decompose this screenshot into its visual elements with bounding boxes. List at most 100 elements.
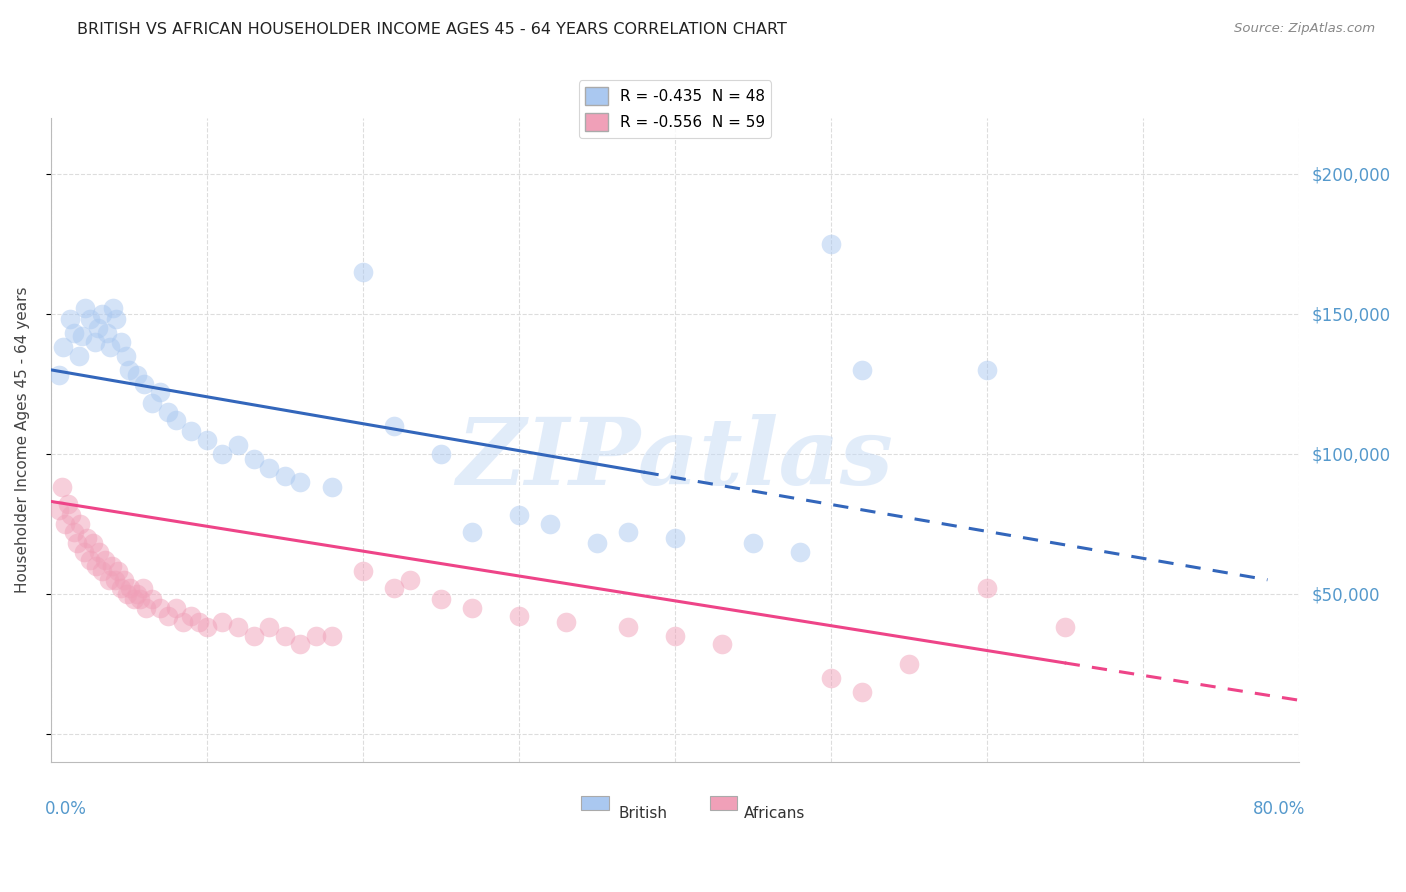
Point [53, 516, 76, 531]
Point [172, 615, 194, 629]
Point [63, 525, 86, 540]
Point [58, 312, 80, 326]
Point [120, 581, 142, 595]
Point [274, 469, 297, 483]
Point [125, 587, 148, 601]
Point [112, 573, 135, 587]
Legend: R = -0.435  N = 48, R = -0.556  N = 59: R = -0.435 N = 48, R = -0.556 N = 59 [578, 80, 770, 137]
Point [97, 573, 120, 587]
Point [664, 531, 686, 545]
Point [585, 536, 607, 550]
Point [976, 581, 998, 595]
Point [79, 553, 101, 567]
Text: BRITISH VS AFRICAN HOUSEHOLDER INCOME AGES 45 - 64 YEARS CORRELATION CHART: BRITISH VS AFRICAN HOUSEHOLDER INCOME AG… [77, 22, 787, 37]
Point [100, 558, 122, 573]
Point [820, 236, 842, 251]
Point [508, 508, 530, 523]
Text: British: British [619, 805, 668, 821]
Point [710, 637, 733, 651]
Point [617, 620, 640, 634]
Point [141, 396, 163, 410]
Point [132, 581, 155, 595]
Text: Source: ZipAtlas.com: Source: ZipAtlas.com [1234, 22, 1375, 36]
Point [538, 516, 561, 531]
Point [820, 671, 842, 685]
Text: ZIPatlas: ZIPatlas [457, 414, 893, 504]
Point [72, 545, 94, 559]
Point [382, 418, 405, 433]
FancyBboxPatch shape [581, 796, 609, 810]
Point [290, 637, 312, 651]
Point [82, 536, 104, 550]
Point [135, 600, 157, 615]
Point [110, 334, 132, 349]
Point [60, 508, 83, 523]
Point [91, 565, 114, 579]
Point [554, 615, 576, 629]
Point [52, 341, 75, 355]
Point [165, 600, 187, 615]
Point [352, 265, 374, 279]
Point [664, 629, 686, 643]
Point [83, 334, 105, 349]
Point [107, 565, 129, 579]
Point [114, 349, 136, 363]
Point [66, 536, 89, 550]
Point [110, 581, 132, 595]
Point [128, 592, 150, 607]
Point [134, 376, 156, 391]
Point [226, 438, 249, 452]
Point [382, 581, 405, 595]
Point [321, 629, 343, 643]
Point [149, 385, 172, 400]
Point [91, 307, 114, 321]
Point [430, 447, 453, 461]
Point [51, 480, 73, 494]
Point [84, 558, 107, 573]
Point [242, 452, 264, 467]
Point [430, 592, 453, 607]
Text: 80.0%: 80.0% [1253, 800, 1305, 818]
Point [94, 553, 117, 567]
Point [290, 475, 312, 489]
Point [70, 329, 93, 343]
Point [69, 516, 91, 531]
Point [195, 433, 218, 447]
Point [352, 565, 374, 579]
Point [461, 600, 484, 615]
Point [117, 587, 139, 601]
Point [851, 363, 873, 377]
Point [257, 460, 280, 475]
Y-axis label: Householder Income Ages 45 - 64 years: Householder Income Ages 45 - 64 years [15, 286, 30, 593]
Point [741, 536, 763, 550]
Point [180, 609, 202, 624]
Point [103, 301, 125, 316]
Point [86, 321, 108, 335]
Point [48, 503, 70, 517]
Point [398, 573, 420, 587]
Point [141, 592, 163, 607]
Point [305, 629, 328, 643]
Point [257, 620, 280, 634]
Point [122, 592, 145, 607]
Point [56, 497, 79, 511]
Point [226, 620, 249, 634]
Point [211, 447, 233, 461]
Point [79, 312, 101, 326]
Point [75, 301, 97, 316]
Point [165, 413, 187, 427]
Point [1053, 620, 1076, 634]
Point [98, 341, 121, 355]
Point [188, 615, 211, 629]
Point [156, 405, 179, 419]
Point [180, 425, 202, 439]
Point [118, 363, 141, 377]
Point [897, 657, 920, 671]
Text: Africans: Africans [744, 805, 804, 821]
Point [617, 525, 640, 540]
Point [976, 363, 998, 377]
Point [63, 326, 86, 341]
Point [195, 620, 218, 634]
Point [105, 312, 128, 326]
Point [508, 609, 530, 624]
